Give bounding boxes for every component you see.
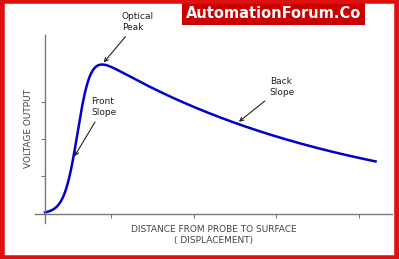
Text: Front
Slope: Front Slope — [75, 97, 117, 155]
Text: Optical
Peak: Optical Peak — [105, 12, 154, 61]
X-axis label: DISTANCE FROM PROBE TO SURFACE
( DISPLACEMENT): DISTANCE FROM PROBE TO SURFACE ( DISPLAC… — [131, 225, 296, 245]
Text: AutomationForum.Co: AutomationForum.Co — [186, 6, 361, 21]
Text: Back
Slope: Back Slope — [240, 77, 295, 121]
Y-axis label: VOLTAGE OUTPUT: VOLTAGE OUTPUT — [24, 89, 33, 168]
